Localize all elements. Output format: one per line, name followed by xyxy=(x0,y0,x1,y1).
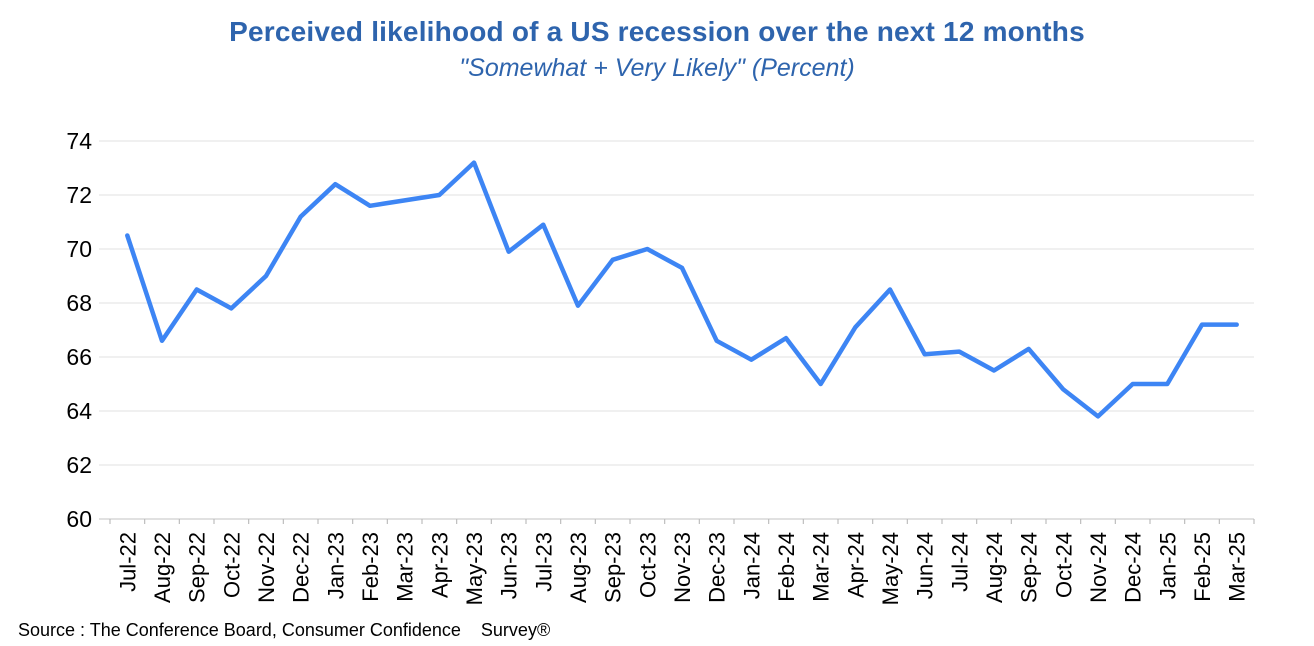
x-tick-label: Mar-25 xyxy=(1225,532,1250,602)
x-tick-label: Dec-22 xyxy=(289,532,314,603)
y-tick-label: 68 xyxy=(66,290,92,316)
x-tick-label: Aug-24 xyxy=(982,532,1007,603)
x-tick-label: Oct-22 xyxy=(219,532,244,598)
x-tick-label: Jun-24 xyxy=(913,532,938,599)
x-tick-label: Apr-24 xyxy=(843,532,868,598)
x-tick-label: Sep-24 xyxy=(1017,532,1042,603)
x-tick-label: Nov-22 xyxy=(254,532,279,603)
x-tick-label: Sep-23 xyxy=(601,532,626,603)
y-tick-label: 74 xyxy=(66,128,92,154)
y-tick-label: 60 xyxy=(66,506,92,532)
x-tick-label: Feb-24 xyxy=(774,532,799,602)
x-tick-label: Apr-23 xyxy=(427,532,452,598)
x-tick-label: Jul-23 xyxy=(531,532,556,592)
y-axis-labels: 60 62 64 66 68 70 72 74 xyxy=(66,128,92,532)
x-tick-label: Oct-24 xyxy=(1051,532,1076,598)
x-tick-label: May-23 xyxy=(462,532,487,605)
y-tick-label: 72 xyxy=(66,182,92,208)
x-tick-label: Jul-24 xyxy=(947,532,972,592)
y-tick-label: 70 xyxy=(66,236,92,262)
x-axis-labels: Jul-22 Aug-22 Sep-22 Oct-22 Nov-22 Dec-22 Jan-… xyxy=(115,532,1249,605)
x-axis-group xyxy=(99,518,1255,524)
x-tick-label: Aug-22 xyxy=(150,532,175,603)
x-tick-label: Feb-25 xyxy=(1190,532,1215,602)
y-tick-label: 62 xyxy=(66,452,92,478)
x-tick-label: May-24 xyxy=(878,532,903,605)
x-tick-label: Nov-24 xyxy=(1086,532,1111,603)
x-tick-label: Jan-25 xyxy=(1155,532,1180,599)
x-tick-label: Aug-23 xyxy=(566,532,591,603)
x-tick-label: Mar-23 xyxy=(393,532,418,602)
recession-likelihood-series xyxy=(125,160,1239,419)
y-tick-label: 66 xyxy=(66,344,92,370)
x-tick-label: Dec-23 xyxy=(705,532,730,603)
x-tick-label: Jan-24 xyxy=(739,532,764,599)
x-tick-label: Oct-23 xyxy=(635,532,660,598)
x-tick-label: Dec-24 xyxy=(1121,532,1146,603)
gridlines-group xyxy=(99,140,1254,466)
x-tick-label: Jan-23 xyxy=(323,532,348,599)
x-tick-label: Sep-22 xyxy=(185,532,210,603)
chart-subtitle: "Somewhat + Very Likely" (Percent) xyxy=(459,54,855,82)
x-tick-label: Mar-24 xyxy=(809,532,834,602)
x-tick-label: Feb-23 xyxy=(358,532,383,602)
x-tick-label: Nov-23 xyxy=(670,532,695,603)
x-tick-label: Jul-22 xyxy=(115,532,140,592)
x-tick-label: Jun-23 xyxy=(497,532,522,599)
y-tick-label: 64 xyxy=(66,398,92,424)
source-note: Source : The Conference Board, Consumer … xyxy=(18,620,551,640)
chart-title: Perceived likelihood of a US recession o… xyxy=(229,16,1085,47)
